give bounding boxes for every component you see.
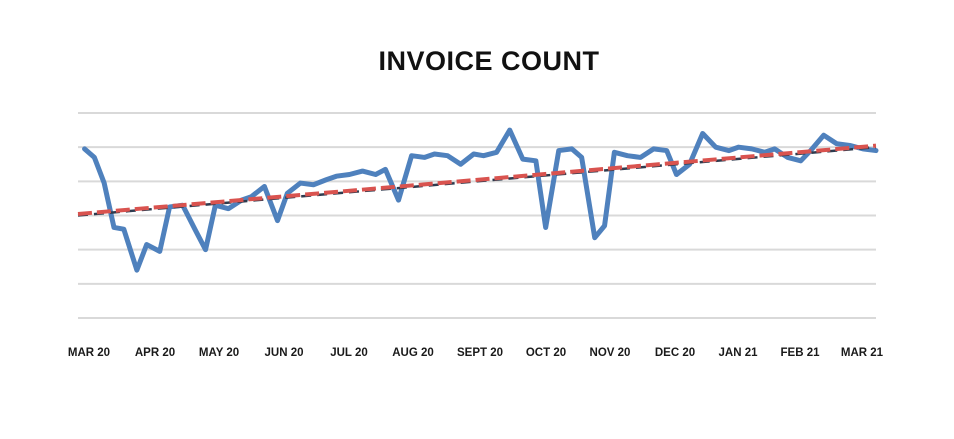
trendline bbox=[77, 143, 877, 216]
x-tick-label: NOV 20 bbox=[590, 347, 631, 359]
x-axis-ticks: MAR 20 APR 20 MAY 20 JUN 20 JUL 20 AUG 20 SEPT… bbox=[68, 347, 884, 359]
trendline-layer bbox=[77, 143, 877, 217]
x-tick-label: JAN 21 bbox=[719, 347, 759, 359]
x-tick-label: DEC 20 bbox=[655, 347, 695, 359]
x-tick-label: SEPT 20 bbox=[457, 347, 503, 359]
x-tick-label: JUN 20 bbox=[265, 347, 304, 359]
x-tick-label: OCT 20 bbox=[526, 347, 566, 359]
x-tick-label: MAY 20 bbox=[199, 347, 239, 359]
gridlines bbox=[78, 112, 876, 319]
series-layer bbox=[82, 127, 879, 273]
x-tick-label: APR 20 bbox=[135, 347, 175, 359]
x-tick-label: MAR 21 bbox=[841, 347, 884, 359]
x-tick-label: FEB 21 bbox=[781, 347, 821, 359]
series-line-0 bbox=[82, 127, 879, 273]
x-tick-label: MAR 20 bbox=[68, 347, 110, 359]
x-tick-label: JUL 20 bbox=[330, 347, 368, 359]
x-tick-label: AUG 20 bbox=[392, 347, 434, 359]
chart-title: INVOICE COUNT bbox=[378, 46, 600, 76]
